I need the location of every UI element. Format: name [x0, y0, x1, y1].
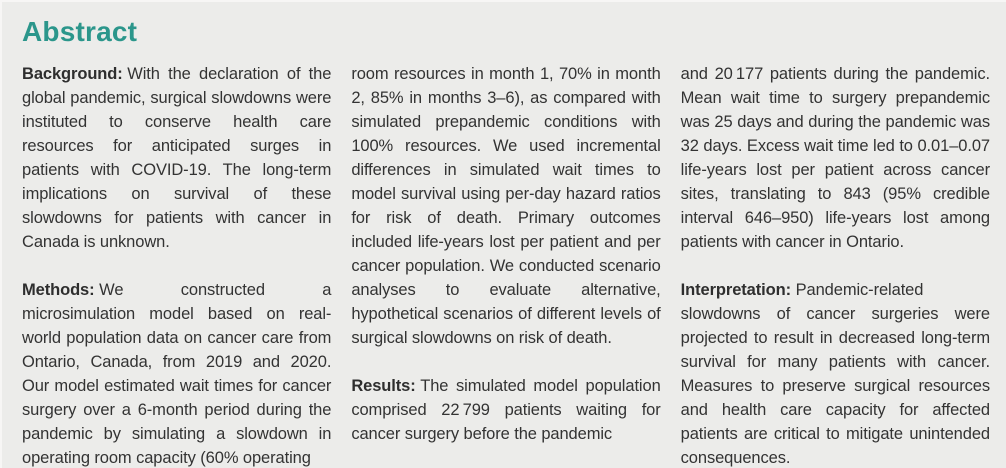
paragraph-results: Results: The simulated model population c… [351, 374, 660, 446]
paragraph-methods-label: Methods: [22, 281, 95, 299]
abstract-title: Abstract [22, 16, 138, 47]
paragraph-interpretation-label: Interpretation: [680, 281, 791, 299]
abstract-column-1: Background: With the declaration of the g… [22, 62, 331, 468]
paragraph-methods-continued-text: room resources in month 1, 70% in month … [351, 65, 661, 347]
paragraph-interpretation-text: Pandemic-related slowdowns of cancer sur… [680, 281, 990, 467]
abstract-column-2: room resources in month 1, 70% in month … [351, 62, 660, 468]
paragraph-results-continued-text: and 20 177 patients during the pandemic.… [680, 65, 990, 251]
paragraph-results-label: Results: [351, 377, 416, 395]
paragraph-results-continued: and 20 177 patients during the pandemic.… [681, 62, 990, 254]
abstract-columns: Background: With the declaration of the g… [22, 62, 990, 468]
paragraph-methods-text: We constructed a microsimulation model b… [22, 281, 332, 467]
paragraph-methods-continued: room resources in month 1, 70% in month … [351, 62, 660, 350]
paragraph-background-text: With the declaration of the global pande… [22, 65, 332, 251]
abstract-column-3: and 20 177 patients during the pandemic.… [681, 62, 990, 468]
paragraph-interpretation: Interpretation: Pandemic-related slowdown… [681, 278, 990, 468]
paragraph-background-label: Background: [22, 65, 123, 83]
paragraph-methods: Methods: We constructed a microsimulation… [22, 278, 331, 468]
paragraph-background: Background: With the declaration of the g… [22, 62, 331, 254]
paragraph-results-text: The simulated model population comprised… [351, 377, 661, 443]
